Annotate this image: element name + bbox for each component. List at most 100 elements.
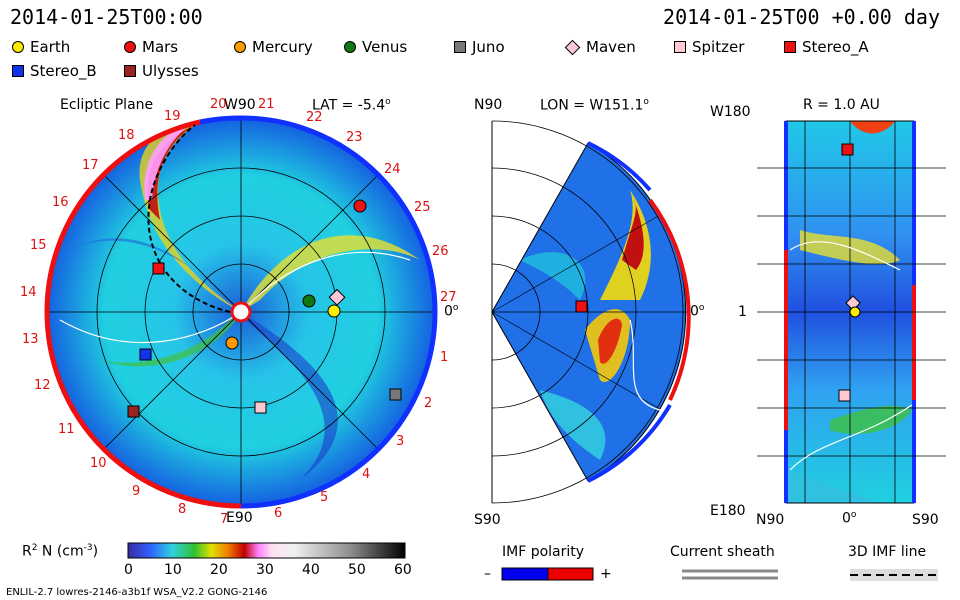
imf-plus-label: + [600,566,612,582]
carrington-26: 26 [432,244,449,259]
zero-deg-label: 0o [444,303,459,320]
carrington-2: 2 [424,396,433,411]
carrington-25: 25 [414,200,431,215]
carrington-20: 20 [210,97,227,112]
colorbar-tick-0: 0 [124,562,133,578]
carrington-3: 3 [396,434,405,449]
spitzer-marker [254,401,267,414]
mercury-marker [225,336,239,350]
carrington-13: 13 [22,332,39,347]
imf-line-title: 3D IMF line [848,544,927,560]
spitzer-marker-icon [674,41,686,53]
legend-label: Mars [142,38,179,56]
ecliptic-plane-panel [44,115,438,509]
meridional-zero-label: 0o [690,303,705,320]
carrington-9: 9 [132,484,141,499]
stereo-b-marker-icon [12,65,24,77]
current-sheath-title: Current sheath [670,544,775,560]
map-n90-label: N90 [756,512,785,528]
w180-label: W180 [710,104,751,120]
carrington-22: 22 [306,110,323,125]
longitude-value: LON = W151.1 [540,97,644,114]
legend-item-mars: Mars [124,38,178,56]
maven-marker [328,288,346,306]
carrington-8: 8 [178,502,187,517]
legend-item-maven: Maven [564,38,636,56]
legend-label: Stereo_B [30,62,97,80]
legend-label: Stereo_A [802,38,869,56]
carrington-5: 5 [320,490,329,505]
legend-item-mercury: Mercury [234,38,313,56]
meridional-zero-value: 0 [690,303,699,320]
legend-label: Maven [586,38,636,56]
colorbar-tick-30: 30 [256,562,274,578]
imf-minus-label: – [484,566,491,582]
n90-label: N90 [474,97,503,113]
carrington-16: 16 [52,195,69,210]
meridional-panel [491,120,691,504]
e90-label: E90 [226,510,253,526]
colorbar [127,542,406,559]
legend-label: Juno [472,38,505,56]
carrington-17: 17 [82,158,99,173]
colorbar-label: R2 N (cm-3) [22,543,99,560]
map-zero-label: 0o [842,510,857,527]
carrington-27: 27 [440,290,457,305]
carrington-12: 12 [34,378,51,393]
timestamp-right: 2014-01-25T00 +0.00 day [663,5,940,29]
carrington-19: 19 [164,109,181,124]
w90-label: W90 [224,97,256,113]
juno-marker [389,388,402,401]
latitude-label: LAT = -5.4o [312,97,391,114]
imf-polarity-positive [547,567,594,581]
ulysses-marker-icon [124,65,136,77]
carrington-14: 14 [20,285,37,300]
carrington-7: 7 [220,512,229,527]
juno-marker-icon [454,41,466,53]
legend-item-juno: Juno [454,38,505,56]
venus-marker [302,294,316,308]
carrington-23: 23 [346,130,363,145]
imf-polarity-title: IMF polarity [502,544,585,560]
colorbar-tick-50: 50 [348,562,366,578]
colorbar-tick-10: 10 [164,562,182,578]
radius-label: R = 1.0 AU [803,97,880,113]
legend: Earth Mars Mercury Venus Juno Maven Spit… [12,38,952,88]
s90-label: S90 [474,512,501,528]
sphere-map-panel [757,120,946,504]
ecliptic-title: Ecliptic Plane [60,97,154,113]
legend-label: Venus [362,38,408,56]
map-one-label: 1 [738,304,747,320]
stereo-b-marker [139,348,152,361]
legend-item-spitzer: Spitzer [674,38,744,56]
colorbar-tick-20: 20 [210,562,228,578]
carrington-10: 10 [90,456,107,471]
legend-item-ulysses: Ulysses [124,62,199,80]
legend-item-stereo-b: Stereo_B [12,62,97,80]
carrington-24: 24 [384,162,401,177]
colorbar-label-unit: N (cm [37,543,84,560]
legend-item-venus: Venus [344,38,407,56]
carrington-21: 21 [258,97,275,112]
carrington-18: 18 [118,128,135,143]
carrington-15: 15 [30,238,47,253]
colorbar-tick-40: 40 [302,562,320,578]
model-info: ENLIL-2.7 lowres-2146-a3b1f WSA_V2.2 GON… [6,587,268,598]
legend-label: Spitzer [692,38,745,56]
e180-label: E180 [710,503,746,519]
legend-item-earth: Earth [12,38,70,56]
carrington-4: 4 [362,467,371,482]
colorbar-label-end: ) [92,543,99,560]
spitzer-marker-map [838,389,851,402]
latitude-value: LAT = -5.4 [312,97,386,114]
map-zero-value: 0 [842,510,851,527]
legend-label: Ulysses [142,62,199,80]
carrington-1: 1 [440,350,449,365]
map-s90-label: S90 [912,512,939,528]
timestamp-left: 2014-01-25T00:00 [10,5,203,29]
earth-marker-icon [12,41,24,53]
longitude-label: LON = W151.1o [540,97,649,114]
colorbar-tick-60: 60 [394,562,412,578]
